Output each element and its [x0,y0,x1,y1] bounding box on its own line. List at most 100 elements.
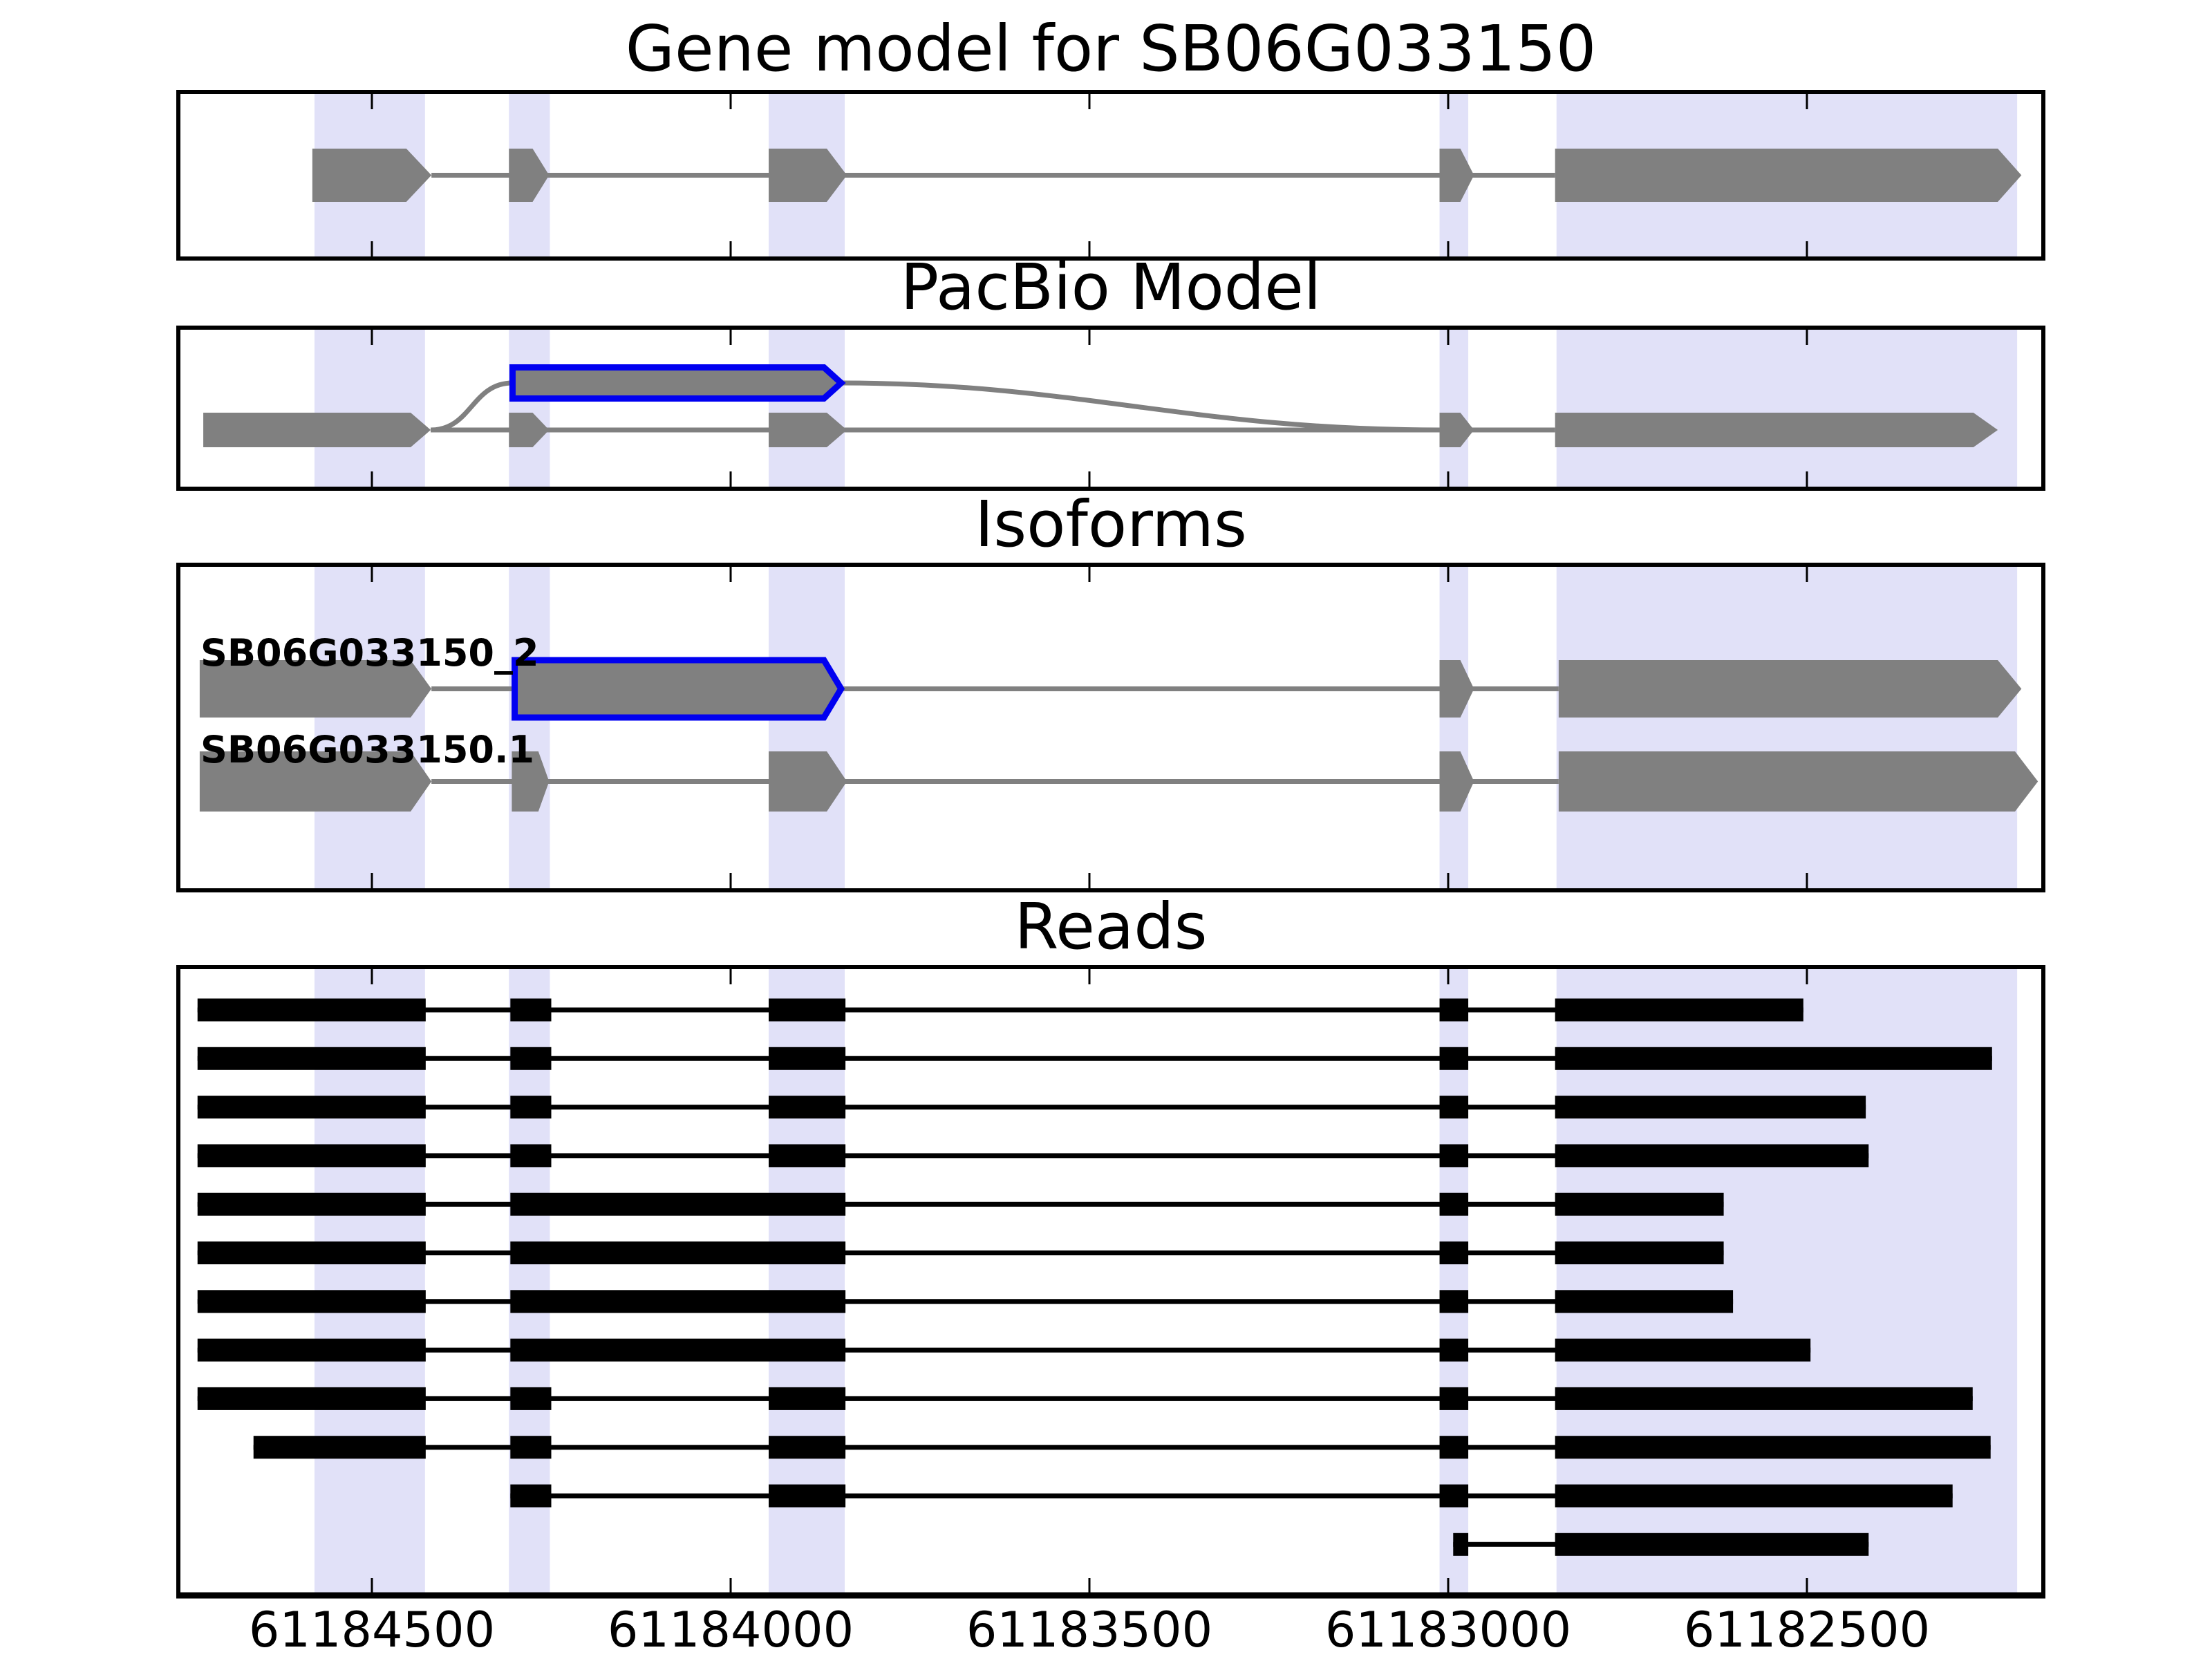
exon-arrow [769,413,847,447]
isoform-label-sb06g033150_2: SB06G033150_2 [200,631,539,675]
exon-arrow [203,413,431,447]
read-block [510,1484,552,1508]
read-block [1439,1484,1469,1508]
x-tick-label-61183000: 61183000 [1324,1602,1572,1658]
read-block [1555,1436,1991,1459]
exon-arrow [1555,413,1998,447]
exon-arrow [1558,751,2038,812]
read-block [510,1192,846,1216]
read-block [197,1387,426,1410]
exon-arrow [1439,413,1474,447]
read-block [1439,1387,1469,1410]
read-block [510,1290,846,1313]
read-block [1555,1387,1973,1410]
read-block [769,1047,846,1070]
exon-arrow [199,660,432,718]
panel-frame [176,326,2045,491]
highlight-band [509,565,550,890]
exon-arrow [1439,149,1474,202]
read-block [1555,1192,1724,1216]
highlight-band [314,967,425,1595]
read-block [510,1338,846,1362]
read-block [197,1338,426,1362]
read-block [1555,998,1803,1022]
exon-arrow [1439,660,1474,718]
exon-arrow [312,149,432,202]
exon-arrow [509,149,550,202]
read-block [197,998,426,1022]
panel-frame [176,563,2045,892]
read-block [769,1096,846,1119]
exon-arrow [769,751,847,812]
read-block [1555,1338,1811,1362]
panel-title-reads: Reads [1014,890,1208,964]
splice-junction-curve [841,380,1440,433]
read-block [197,1192,426,1216]
x-tick-label-61183500: 61183500 [966,1602,1213,1658]
read-block [510,1387,552,1410]
read-block [1439,1096,1469,1119]
novel-exon-arrow [512,657,845,721]
exon-arrow [199,751,432,812]
x-tick-label-61184500: 61184500 [248,1602,496,1658]
exon-arrow [769,149,847,202]
panel-title-pacbio-model: PacBio Model [900,250,1322,324]
read-block [1555,1144,1869,1168]
read-block [1439,1047,1469,1070]
read-block [769,998,846,1022]
read-block [1439,1338,1469,1362]
read-block [197,1047,426,1070]
highlight-band [1439,565,1469,890]
read-block [197,1096,426,1119]
read-block [197,1241,426,1264]
read-block [1555,1290,1734,1313]
read-block [1555,1047,1992,1070]
highlight-band [314,565,425,890]
read-block [1555,1484,1953,1508]
novel-exon-arrow [509,364,846,402]
read-block [1439,1436,1469,1459]
panel-title-isoforms: Isoforms [975,487,1247,561]
highlight-band [509,328,550,489]
panel-title-gene-model: Gene model for SB06G033150 [625,12,1597,86]
read-block [1555,1241,1724,1264]
x-tick-label-61184000: 61184000 [607,1602,854,1658]
highlight-band [1556,328,2018,489]
read-block [1439,1144,1469,1168]
x-tick-label-61182500: 61182500 [1683,1602,1931,1658]
read-block [1555,1533,1869,1556]
read-block [1439,1192,1469,1216]
exon-arrow [512,751,550,812]
highlight-band [1556,565,2018,890]
read-block [769,1484,846,1508]
read-block [769,1144,846,1168]
panel-frame [176,90,2045,261]
read-block [1453,1533,1469,1556]
read-block [510,1241,846,1264]
exon-arrow [509,413,550,447]
read-block [510,1047,552,1070]
read-block [769,1387,846,1410]
read-block [510,1436,552,1459]
highlight-band [769,565,845,890]
read-block [197,1144,426,1168]
highlight-band [314,328,425,489]
highlight-band [769,328,845,489]
highlight-band [1439,328,1469,489]
exon-arrow [1439,751,1474,812]
read-block [1439,1290,1469,1313]
read-block [510,998,552,1022]
read-block [510,1096,552,1119]
read-block [510,1144,552,1168]
isoform-label-sb06g033150.1: SB06G033150.1 [200,728,535,771]
read-block [1555,1096,1866,1119]
exon-arrow [1555,149,2022,202]
read-block [1439,998,1469,1022]
read-block [769,1436,846,1459]
splice-junction-curve [430,380,513,433]
read-block [197,1290,426,1313]
read-block [253,1436,426,1459]
read-block [1439,1241,1469,1264]
